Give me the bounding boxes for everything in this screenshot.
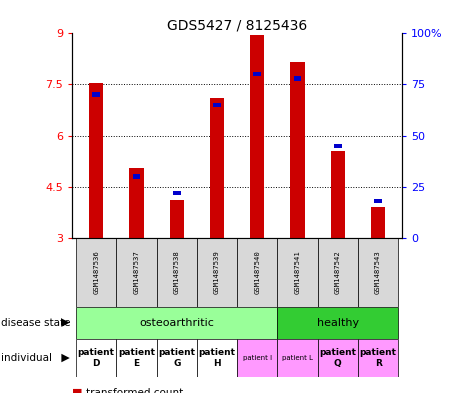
Bar — [358, 238, 398, 307]
Bar — [157, 238, 197, 307]
Bar — [250, 35, 264, 238]
Bar — [129, 168, 144, 238]
Polygon shape — [61, 354, 70, 362]
Bar — [89, 83, 103, 238]
Bar — [173, 191, 180, 195]
Bar — [157, 339, 197, 377]
Bar — [318, 238, 358, 307]
Bar — [133, 174, 140, 179]
Bar — [76, 307, 278, 339]
Text: ■: ■ — [72, 388, 83, 393]
Text: transformed count: transformed count — [86, 388, 183, 393]
Bar — [210, 98, 224, 238]
Bar — [291, 62, 305, 238]
Bar — [93, 92, 100, 97]
Text: GSM1487543: GSM1487543 — [375, 250, 381, 294]
Text: patient
Q: patient Q — [319, 348, 356, 368]
Bar — [358, 339, 398, 377]
Text: disease state: disease state — [1, 318, 70, 328]
Bar — [331, 151, 345, 238]
Bar — [294, 76, 301, 81]
Bar — [371, 207, 385, 238]
Polygon shape — [61, 318, 70, 327]
Bar — [197, 238, 237, 307]
Text: patient
E: patient E — [118, 348, 155, 368]
Text: osteoarthritic: osteoarthritic — [140, 318, 214, 328]
Text: GSM1487540: GSM1487540 — [254, 250, 260, 294]
Text: GSM1487536: GSM1487536 — [93, 250, 99, 294]
Text: patient
D: patient D — [78, 348, 115, 368]
Text: individual: individual — [1, 353, 52, 363]
Text: patient L: patient L — [282, 355, 313, 361]
Bar — [334, 143, 342, 148]
Text: GSM1487542: GSM1487542 — [335, 250, 341, 294]
Bar — [116, 339, 157, 377]
Bar — [76, 339, 116, 377]
Text: patient
R: patient R — [359, 348, 397, 368]
Bar — [237, 238, 278, 307]
Bar — [213, 103, 221, 107]
Text: patient I: patient I — [243, 355, 272, 361]
Bar — [278, 238, 318, 307]
Text: GSM1487539: GSM1487539 — [214, 250, 220, 294]
Bar — [116, 238, 157, 307]
Bar — [237, 339, 278, 377]
Text: patient
G: patient G — [158, 348, 195, 368]
Bar — [170, 200, 184, 238]
Text: healthy: healthy — [317, 318, 359, 328]
Text: patient
H: patient H — [199, 348, 235, 368]
Text: GSM1487537: GSM1487537 — [133, 250, 140, 294]
Bar — [374, 199, 382, 203]
Bar — [318, 339, 358, 377]
Bar — [197, 339, 237, 377]
Text: GSM1487538: GSM1487538 — [174, 250, 180, 294]
Text: GSM1487541: GSM1487541 — [294, 250, 300, 294]
Bar — [278, 307, 398, 339]
Bar — [76, 238, 116, 307]
Bar — [253, 72, 261, 77]
Bar — [278, 339, 318, 377]
Title: GDS5427 / 8125436: GDS5427 / 8125436 — [167, 18, 307, 32]
